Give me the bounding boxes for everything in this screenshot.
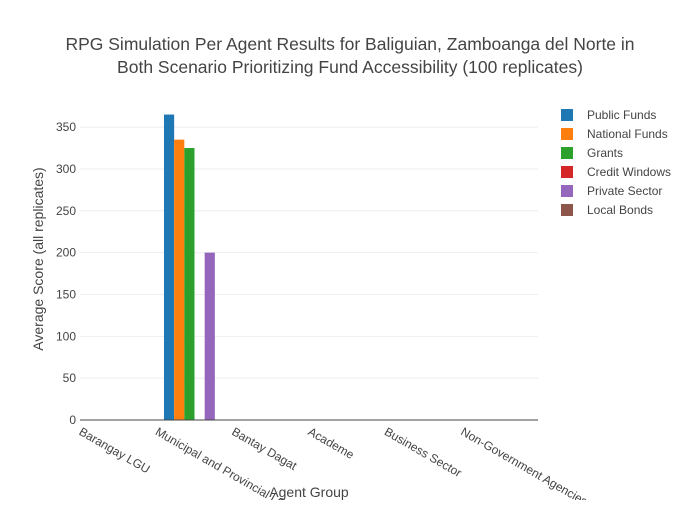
y-tick-label: 350 bbox=[56, 120, 76, 134]
legend-swatch bbox=[561, 166, 573, 178]
y-tick-label: 250 bbox=[56, 204, 76, 218]
x-tick-label: Barangay LGU bbox=[77, 424, 153, 476]
x-tick-label: Non-Government Agencies bbox=[458, 424, 590, 500]
legend-label: Credit Windows bbox=[587, 165, 671, 179]
x-tick-label: Bantay Dagat bbox=[229, 424, 300, 473]
legend-label: Local Bonds bbox=[587, 203, 653, 217]
legend-item[interactable]: Local Bonds bbox=[561, 203, 653, 217]
y-tick-label: 300 bbox=[56, 162, 76, 176]
bar bbox=[163, 114, 175, 420]
y-tick-label: 200 bbox=[56, 246, 76, 260]
bar bbox=[174, 139, 185, 420]
y-tick-label: 150 bbox=[56, 287, 76, 301]
y-tick-label: 100 bbox=[56, 329, 76, 343]
legend-label: Grants bbox=[587, 146, 623, 160]
legend-swatch bbox=[561, 185, 573, 197]
chart-title-line-2: Both Scenario Prioritizing Fund Accessib… bbox=[117, 57, 583, 77]
legend-swatch bbox=[561, 109, 573, 121]
x-axis-label: Agent Group bbox=[269, 484, 349, 500]
legend-item[interactable]: Public Funds bbox=[561, 108, 656, 122]
legend-label: Public Funds bbox=[587, 108, 656, 122]
legend-swatch bbox=[561, 128, 573, 140]
y-tick-label: 0 bbox=[69, 413, 76, 427]
legend: Public Funds National Funds Grants Credit W… bbox=[561, 108, 671, 217]
y-tick-label: 50 bbox=[63, 371, 77, 385]
legend-item[interactable]: National Funds bbox=[561, 127, 668, 141]
grid-lines bbox=[80, 126, 538, 379]
legend-item[interactable]: Grants bbox=[561, 146, 623, 160]
legend-swatch bbox=[561, 147, 573, 159]
y-axis-label: Average Score (all replicates) bbox=[30, 167, 46, 350]
bars-group bbox=[163, 114, 215, 421]
x-tick-label: Business Sector bbox=[382, 424, 464, 479]
legend-label: National Funds bbox=[587, 127, 668, 141]
legend-item[interactable]: Private Sector bbox=[561, 184, 662, 198]
legend-label: Private Sector bbox=[587, 184, 662, 198]
legend-swatch bbox=[561, 204, 573, 216]
chart-title-line-1: RPG Simulation Per Agent Results for Bal… bbox=[65, 34, 634, 54]
x-tick-label: Academe bbox=[306, 424, 357, 462]
legend-item[interactable]: Credit Windows bbox=[561, 165, 671, 179]
bar bbox=[204, 252, 215, 420]
y-tick-labels: 0 50 100 150 200 250 300 350 bbox=[56, 120, 76, 427]
bar bbox=[184, 148, 195, 421]
